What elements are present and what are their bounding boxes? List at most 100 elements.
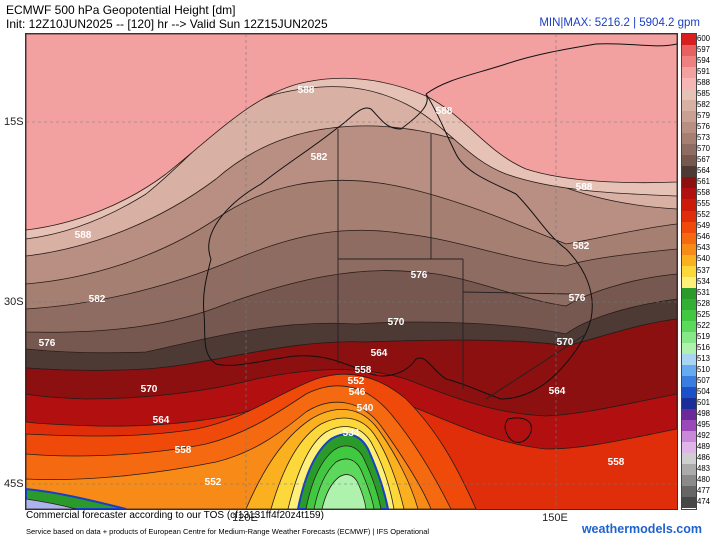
band-591 (26, 34, 677, 231)
colorbar-cell-501 (682, 398, 696, 410)
contour-label-552-a: 552 (348, 376, 365, 387)
contour-label-564-c: 564 (153, 415, 170, 426)
colorbar-label-549: 549 (697, 221, 711, 231)
colorbar-cell-543 (682, 243, 696, 255)
colorbar-label-540: 540 (697, 254, 711, 264)
colorbar-label-507: 507 (697, 375, 711, 385)
colorbar-label-576: 576 (697, 121, 711, 131)
colorbar-label-525: 525 (697, 309, 711, 319)
colorbar-cell-591 (682, 67, 696, 79)
colorbar-cell-504 (682, 387, 696, 399)
colorbar-label-489: 489 (697, 442, 711, 452)
colorbar-label-600: 600 (697, 33, 711, 43)
colorbar-labels: 600 597 594 591 588 585 582 579 576 573 570 567 564 5… (697, 33, 719, 508)
contour-label-582-a: 582 (311, 152, 328, 163)
colorbar-cell-576 (682, 122, 696, 134)
colorbar-label-531: 531 (697, 287, 711, 297)
colorbar-label-513: 513 (697, 353, 711, 363)
new-guinea-coastline (425, 43, 677, 95)
colorbar-label-474: 474 (697, 497, 711, 507)
contour-label-558-a: 558 (355, 365, 372, 376)
colorbar-cell-597 (682, 45, 696, 57)
colorbar-label-510: 510 (697, 364, 711, 374)
colorbar-cell-558 (682, 188, 696, 200)
colorbar-cell-516 (682, 342, 696, 354)
colorbar-cell-579 (682, 111, 696, 123)
colorbar-cell-552 (682, 210, 696, 222)
colorbar-label-537: 537 (697, 265, 711, 275)
colorbar-label-543: 543 (697, 243, 711, 253)
contour-label-534: 534 (343, 428, 360, 439)
contour-label-558-b: 558 (175, 445, 192, 456)
colorbar-cell-561 (682, 177, 696, 189)
colorbar-cell-531 (682, 287, 696, 299)
colorbar-cell-564 (682, 166, 696, 178)
contour-label-564-a: 564 (371, 348, 388, 359)
colorbar-cell-510 (682, 364, 696, 376)
band-528 (321, 474, 367, 509)
contour-label-588-d: 588 (75, 230, 92, 241)
brand-link[interactable]: weathermodels.com (581, 522, 702, 536)
colorbar-label-477: 477 (697, 486, 711, 496)
credit-footer: Service based on data + products of Euro… (26, 527, 430, 536)
colorbar-cell-486 (682, 453, 696, 465)
colorbar-cell-474 (682, 497, 696, 509)
contour-label-570-a: 570 (388, 317, 405, 328)
colorbar-label-546: 546 (697, 232, 711, 242)
contour-label-576-a: 576 (411, 270, 428, 281)
tos-footer: Commercial forecaster according to our T… (26, 510, 324, 521)
colorbar-cell-495 (682, 420, 696, 432)
colorbar-cell-588 (682, 78, 696, 90)
contour-label-570-b: 570 (557, 337, 574, 348)
colorbar-cell-567 (682, 155, 696, 167)
header: ECMWF 500 hPa Geopotential Height [dm] I… (6, 2, 712, 32)
colorbar-cell-555 (682, 199, 696, 211)
contour-label-582-c: 582 (89, 294, 106, 305)
lon-label-120e: 120E (232, 512, 258, 524)
state-borders (337, 129, 587, 400)
contour-label-564-b: 564 (549, 386, 566, 397)
colorbar-label-480: 480 (697, 475, 711, 485)
colorbar-cell-573 (682, 133, 696, 145)
colorbar-cell-492 (682, 431, 696, 443)
colorbar-cell-525 (682, 309, 696, 321)
lat-label-45s: 45S (4, 478, 24, 490)
contour-label-570-c: 570 (141, 384, 158, 395)
colorbar-cell-549 (682, 221, 696, 233)
colorbar-cell-528 (682, 298, 696, 310)
colorbar-label-558: 558 (697, 188, 711, 198)
colorbar-cell-483 (682, 464, 696, 476)
colorbar-cell-522 (682, 320, 696, 332)
colorbar-label-582: 582 (697, 99, 711, 109)
contour-label-576-c: 576 (39, 338, 56, 349)
colorbar-label-504: 504 (697, 387, 711, 396)
init-valid-line: Init: 12Z10JUN2025 -- [120] hr --> Valid… (6, 17, 328, 31)
colorbar-cell-600 (682, 34, 696, 46)
colorbar (681, 33, 697, 510)
lat-label-15s: 15S (4, 116, 24, 128)
colorbar-label-483: 483 (697, 464, 711, 474)
colorbar-label-579: 579 (697, 110, 711, 120)
colorbar-label-522: 522 (697, 320, 711, 330)
contour-label-576-b: 576 (569, 293, 586, 304)
colorbar-label-498: 498 (697, 409, 711, 419)
sw-corner-trough-inner (26, 498, 77, 509)
colorbar-cell-489 (682, 442, 696, 454)
lat-label-30s: 30S (4, 296, 24, 308)
australia-coastline (203, 93, 593, 400)
lon-label-150e: 150E (542, 512, 568, 524)
colorbar-cell-594 (682, 56, 696, 68)
map-panel[interactable]: 588 588 588 582 588 582 576 582 576 570 … (25, 33, 678, 510)
colorbar-cell-507 (682, 375, 696, 387)
band-561 (26, 369, 677, 450)
colorbar-cell-513 (682, 353, 696, 365)
map-title: ECMWF 500 hPa Geopotential Height [dm] (6, 3, 236, 17)
colorbar-label-573: 573 (697, 132, 711, 142)
colorbar-cell-570 (682, 144, 696, 156)
colorbar-cell-519 (682, 331, 696, 343)
colorbar-label-561: 561 (697, 177, 711, 187)
colorbar-cell-540 (682, 254, 696, 266)
colorbar-label-495: 495 (697, 420, 711, 430)
min-max-readout: MIN|MAX: 5216.2 | 5904.2 gpm (539, 17, 700, 29)
contour-label-540: 540 (357, 403, 374, 414)
